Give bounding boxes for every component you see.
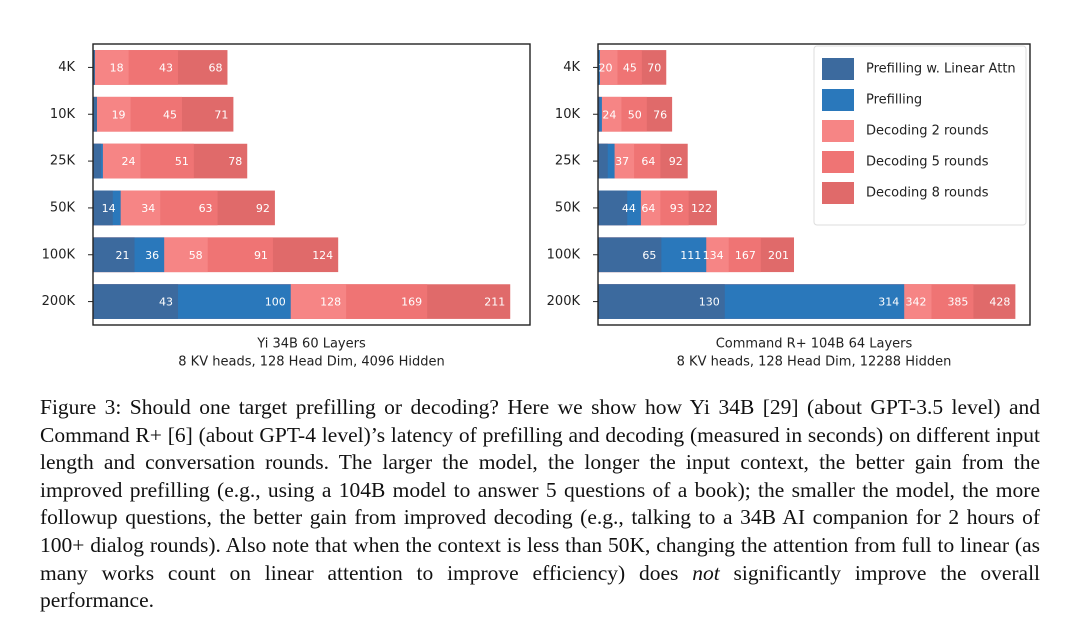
value-label: 50	[628, 108, 642, 121]
legend-swatch	[822, 182, 854, 204]
y-tick-label: 200K	[547, 294, 581, 309]
y-tick-label: 25K	[555, 154, 581, 169]
legend-swatch	[822, 120, 854, 142]
bar	[598, 284, 725, 319]
value-label: 211	[484, 296, 505, 309]
caption-text: Should one target prefilling or decoding…	[40, 395, 1041, 585]
value-label: 100	[265, 296, 286, 309]
y-tick-label: 4K	[58, 60, 75, 75]
bar	[93, 50, 95, 85]
value-label: 36	[145, 249, 159, 262]
plot-frame	[92, 43, 531, 326]
bar	[93, 96, 131, 132]
bar	[93, 96, 97, 132]
value-label: 37	[615, 155, 629, 168]
legend-label: Decoding 5 rounds	[866, 155, 989, 170]
legend-label: Decoding 2 rounds	[866, 124, 989, 139]
bar	[93, 143, 101, 179]
value-label: 51	[175, 155, 189, 168]
y-tick-label: 4K	[563, 60, 580, 75]
legend-swatch	[822, 151, 854, 173]
y-tick-label: 200K	[42, 294, 76, 309]
value-label: 70	[647, 61, 661, 74]
value-label: 92	[669, 155, 683, 168]
figure: 21 43 14 36 100 18 19 24 34 58 128 43 45 51 63 91 169 68 7…	[42, 43, 1031, 370]
y-tick-label: 100K	[42, 247, 76, 262]
caption-label: Figure 3:	[40, 395, 122, 419]
value-label: 169	[401, 296, 422, 309]
value-label: 24	[121, 155, 135, 168]
value-label: 201	[768, 249, 789, 262]
bar	[598, 143, 608, 179]
value-label: 45	[163, 108, 177, 121]
value-label: 71	[214, 108, 228, 121]
value-label: 91	[254, 249, 268, 262]
value-label: 385	[947, 296, 968, 309]
value-label: 111	[680, 249, 701, 262]
y-tick-label: 100K	[547, 247, 581, 262]
y-tick-label: 50K	[50, 200, 76, 215]
value-label: 122	[691, 202, 712, 215]
value-label: 64	[641, 202, 655, 215]
value-label: 167	[735, 249, 756, 262]
value-label: 64	[641, 155, 655, 168]
y-tick-label: 25K	[50, 154, 76, 169]
bar	[598, 50, 618, 85]
value-label: 130	[699, 296, 720, 309]
value-label: 14	[102, 202, 116, 215]
value-label: 76	[653, 108, 667, 121]
value-label: 134	[703, 249, 724, 262]
value-label: 342	[906, 296, 927, 309]
bar	[93, 284, 179, 319]
value-label: 65	[642, 249, 656, 262]
caption-text-end: significantly improve the overall perfor…	[40, 560, 1041, 613]
value-label: 45	[623, 61, 637, 74]
value-label: 20	[599, 61, 613, 74]
value-label: 19	[112, 108, 126, 121]
bar	[598, 237, 662, 273]
value-label: 68	[208, 61, 222, 74]
value-label: 314	[878, 296, 899, 309]
bar	[598, 96, 600, 132]
bar	[93, 190, 113, 226]
value-label: 44	[622, 202, 636, 215]
value-label: 58	[189, 249, 203, 262]
y-tick-label: 10K	[50, 107, 76, 122]
value-label: 428	[989, 296, 1010, 309]
legend-swatch	[822, 58, 854, 80]
plot-frame	[597, 43, 1031, 326]
caption-emphasis: not	[692, 560, 720, 585]
bar	[93, 237, 135, 273]
value-label: 43	[159, 296, 173, 309]
x-axis-label: 8 KV heads, 128 Head Dim, 4096 Hidden	[178, 355, 444, 370]
y-tick-label: 10K	[555, 107, 581, 122]
legend-label: Prefilling w. Linear Attn	[866, 62, 1016, 77]
legend-swatch	[822, 89, 854, 111]
bar	[598, 190, 628, 226]
x-axis-label: 8 KV heads, 128 Head Dim, 12288 Hidden	[677, 355, 952, 370]
value-label: 63	[199, 202, 213, 215]
value-label: 124	[312, 249, 333, 262]
value-label: 92	[256, 202, 270, 215]
legend-label: Decoding 8 rounds	[866, 186, 989, 201]
x-axis-label: Yi 34B 60 Layers	[256, 337, 366, 352]
bar	[598, 96, 622, 132]
legend-box	[813, 45, 1027, 226]
caption: Figure 3: Should one target prefilling o…	[40, 394, 1040, 615]
bar	[93, 50, 129, 85]
value-label: 18	[110, 61, 124, 74]
value-label: 34	[141, 202, 155, 215]
value-label: 21	[116, 249, 130, 262]
value-label: 128	[320, 296, 341, 309]
value-label: 93	[670, 202, 684, 215]
x-axis-label: Command R+ 104B 64 Layers	[716, 337, 913, 352]
value-label: 43	[159, 61, 173, 74]
value-label: 78	[228, 155, 242, 168]
y-tick-label: 50K	[555, 200, 581, 215]
value-label: 24	[602, 108, 616, 121]
legend-label: Prefilling	[866, 93, 922, 108]
